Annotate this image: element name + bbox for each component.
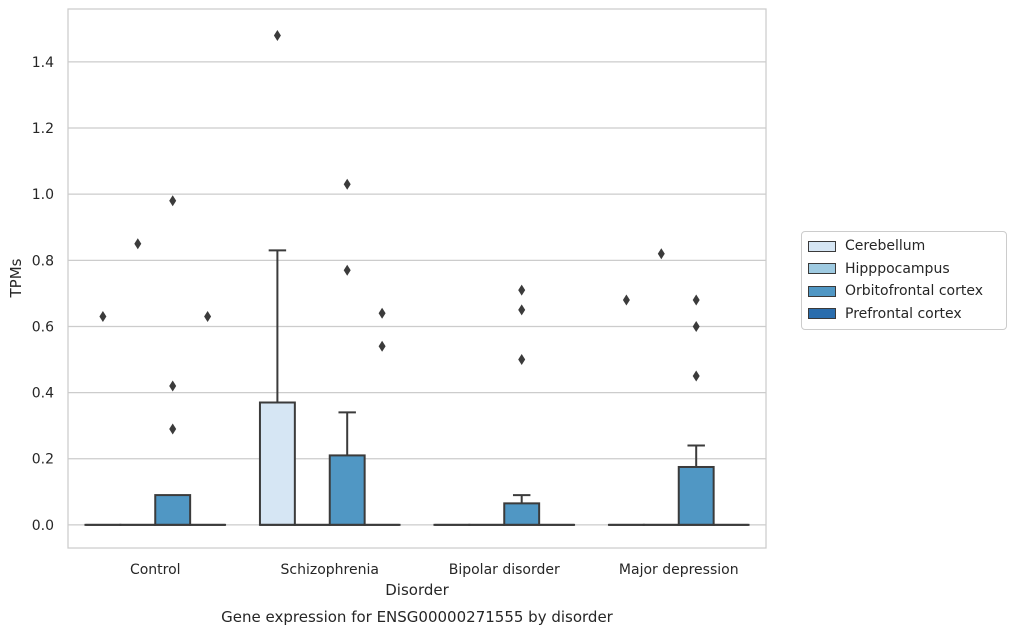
legend-item: Orbitofrontal cortex <box>802 280 1006 303</box>
outlier-point <box>692 370 700 382</box>
legend-item: Cerebellum <box>802 235 1006 258</box>
outlier-point <box>134 238 142 250</box>
box-series-group <box>84 249 750 526</box>
x-tick-label: Bipolar disorder <box>449 562 560 578</box>
legend: Cerebellum Hipppocampus Orbitofrontal cort… <box>801 231 1007 330</box>
x-tick-label: Control <box>130 562 181 578</box>
legend-label: Orbitofrontal cortex <box>845 283 983 300</box>
y-tick-labels: 0.0 0.2 0.4 0.6 0.8 1.0 1.2 1.4 <box>32 55 54 534</box>
outlier-point <box>169 195 177 207</box>
outlier-point <box>378 307 386 319</box>
x-tick-label: Schizophrenia <box>281 562 379 578</box>
y-tick-label: 0.6 <box>32 319 54 335</box>
outlier-point <box>378 340 386 352</box>
outlier-group <box>99 29 700 435</box>
outlier-point <box>343 178 351 190</box>
outlier-point <box>518 354 526 366</box>
y-axis-label: TPMs <box>7 258 25 298</box>
legend-swatch <box>808 240 836 252</box>
box <box>154 494 192 526</box>
y-tick-label: 0.0 <box>32 518 54 534</box>
legend-label: Cerebellum <box>845 238 926 255</box>
legend-swatch <box>808 263 836 275</box>
box <box>677 465 715 526</box>
y-tick-label: 1.4 <box>32 55 54 71</box>
legend-swatch <box>808 308 836 320</box>
box <box>328 454 366 526</box>
outlier-point <box>169 423 177 435</box>
outlier-point <box>169 380 177 392</box>
outlier-point <box>343 264 351 276</box>
legend-swatch <box>808 285 836 297</box>
x-tick-labels: Control Schizophrenia Bipolar disorder Majo… <box>130 562 739 578</box>
legend-item: Prefrontal cortex <box>802 303 1006 326</box>
outlier-point <box>622 294 630 306</box>
legend-item: Hipppocampus <box>802 258 1006 281</box>
y-tick-label: 0.4 <box>32 386 54 402</box>
y-tick-label: 0.2 <box>32 452 54 468</box>
box <box>258 401 296 526</box>
outlier-point <box>518 284 526 296</box>
plot-frame <box>67 8 767 549</box>
x-axis-label: Disorder <box>385 581 449 599</box>
legend-label: Hipppocampus <box>845 260 950 277</box>
outlier-point <box>99 311 107 323</box>
chart-title: Gene expression for ENSG00000271555 by d… <box>221 608 614 626</box>
outlier-point <box>692 294 700 306</box>
plot-area <box>68 9 766 548</box>
y-tick-label: 1.2 <box>32 121 54 137</box>
box <box>503 502 541 526</box>
x-tick-label: Major depression <box>619 562 739 578</box>
legend-label: Prefrontal cortex <box>845 305 962 322</box>
outlier-point <box>692 320 700 332</box>
y-tick-label: 1.0 <box>32 187 54 203</box>
outlier-point <box>204 311 212 323</box>
outlier-point <box>657 248 665 260</box>
outlier-point <box>273 29 281 41</box>
y-tick-label: 0.8 <box>32 253 54 269</box>
outlier-point <box>518 304 526 316</box>
